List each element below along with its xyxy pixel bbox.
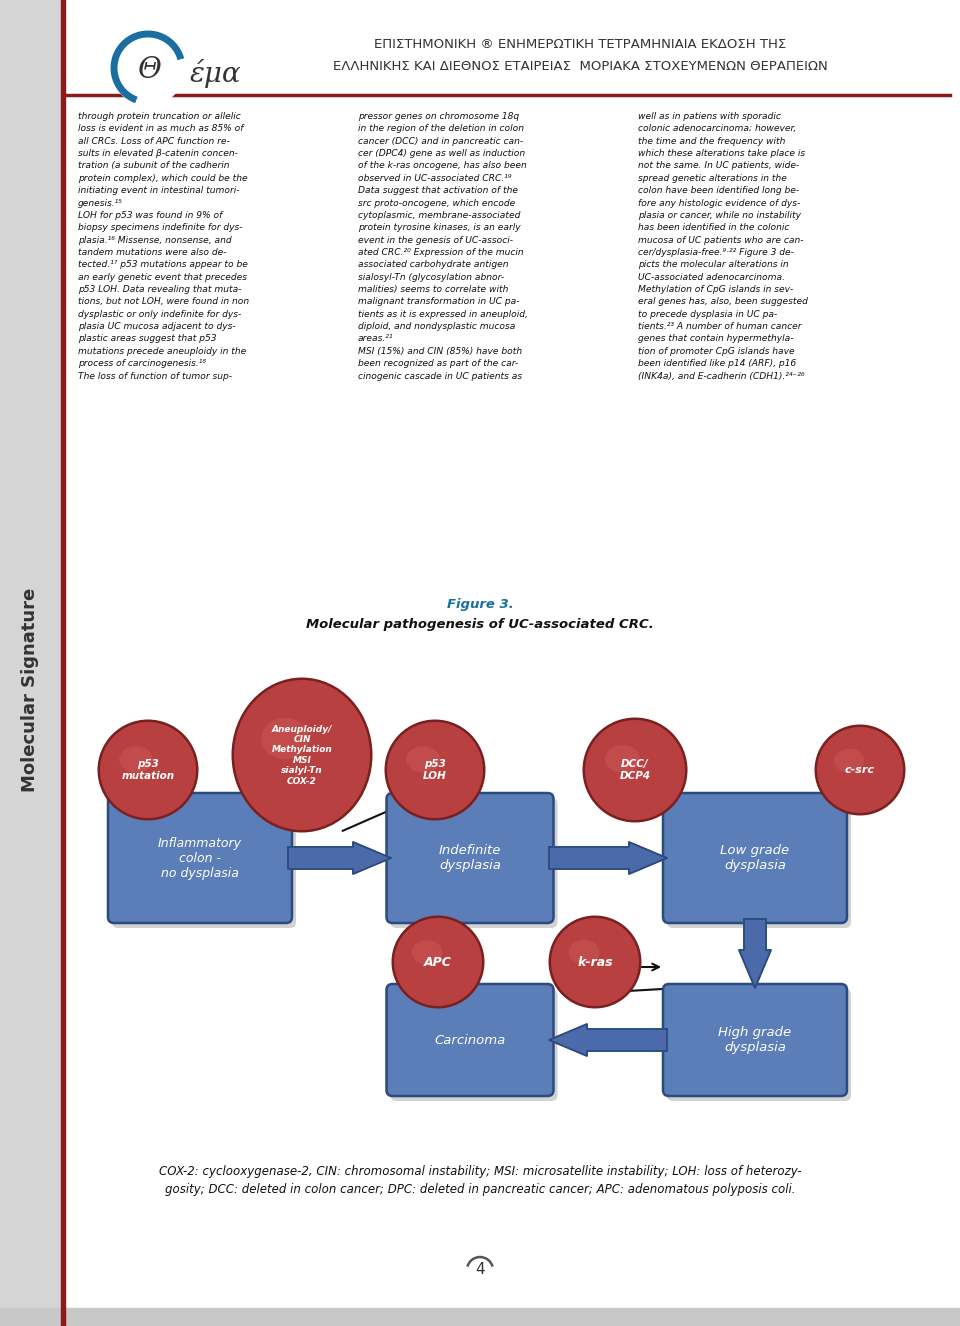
- Ellipse shape: [412, 940, 443, 964]
- Ellipse shape: [551, 918, 639, 1006]
- Ellipse shape: [817, 727, 903, 813]
- Text: APC: APC: [424, 956, 452, 968]
- Text: pressor genes on chromosome 18q
in the region of the deletion in colon
cancer (D: pressor genes on chromosome 18q in the r…: [358, 111, 528, 381]
- Ellipse shape: [100, 721, 196, 818]
- Ellipse shape: [548, 915, 641, 1009]
- Polygon shape: [549, 842, 667, 874]
- Text: well as in patiens with sporadic
colonic adenocarcinoma; however,
the time and t: well as in patiens with sporadic colonic…: [638, 111, 808, 381]
- Text: High grade
dysplasia: High grade dysplasia: [718, 1026, 792, 1054]
- Ellipse shape: [834, 749, 864, 772]
- Ellipse shape: [406, 747, 440, 773]
- Text: COX-2: cyclooxygenase-2, CIN: chromosomal instability; MSI: microsatellite insta: COX-2: cyclooxygenase-2, CIN: chromosoma…: [158, 1166, 802, 1196]
- Text: c-src: c-src: [845, 765, 875, 774]
- FancyBboxPatch shape: [667, 798, 851, 928]
- Text: έμα: έμα: [190, 58, 242, 88]
- Text: Θ: Θ: [138, 56, 162, 84]
- Text: ΕΛΛΗΝΙΚΗΣ ΚΑΙ ΔΙΕΘΝΟΣ ΕΤΑΙΡΕΙΑΣ  ΜΟΡΙΑΚΑ ΣΤΟΧΕΥΜΕΝΩΝ ΘΕΡΑΠΕΙΩΝ: ΕΛΛΗΝΙΚΗΣ ΚΑΙ ΔΙΕΘΝΟΣ ΕΤΑΙΡΕΙΑΣ ΜΟΡΙΑΚΑ …: [332, 61, 828, 73]
- FancyBboxPatch shape: [112, 798, 296, 928]
- Ellipse shape: [98, 720, 199, 821]
- Bar: [0, 1307, 960, 1326]
- FancyBboxPatch shape: [387, 793, 554, 923]
- Ellipse shape: [261, 717, 309, 758]
- Ellipse shape: [394, 918, 482, 1006]
- Ellipse shape: [568, 940, 599, 964]
- Polygon shape: [288, 842, 391, 874]
- Ellipse shape: [583, 717, 687, 822]
- Text: p53
LOH: p53 LOH: [423, 760, 446, 781]
- Ellipse shape: [392, 915, 485, 1009]
- Bar: [61, 0, 65, 1326]
- Ellipse shape: [387, 721, 483, 818]
- Text: k-ras: k-ras: [577, 956, 612, 968]
- Text: DCC/
DCP4: DCC/ DCP4: [619, 760, 651, 781]
- FancyBboxPatch shape: [663, 984, 847, 1097]
- Text: Molecular pathogenesis of UC-associated CRC.: Molecular pathogenesis of UC-associated …: [306, 618, 654, 631]
- Text: p53
mutation: p53 mutation: [121, 760, 175, 781]
- Text: Figure 3.: Figure 3.: [446, 598, 514, 611]
- Polygon shape: [549, 1024, 667, 1055]
- FancyBboxPatch shape: [108, 793, 292, 923]
- Bar: [0, 0, 60, 1326]
- Ellipse shape: [814, 724, 905, 815]
- Text: Carcinoma: Carcinoma: [434, 1033, 506, 1046]
- Text: Inflammatory
colon -
no dysplasia: Inflammatory colon - no dysplasia: [158, 837, 242, 879]
- Text: 4: 4: [475, 1262, 485, 1277]
- Ellipse shape: [385, 720, 486, 821]
- Text: Indefinite
dysplasia: Indefinite dysplasia: [439, 845, 501, 873]
- Text: ΕΠΙΣΤΗΜΟΝΙΚΗ ® ΕΝΗΜΕΡΩΤΙΚΗ ΤΕΤΡΑΜΗΝΙΑΙΑ ΕΚΔΟΣΗ ΤΗΣ: ΕΠΙΣΤΗΜΟΝΙΚΗ ® ΕΝΗΜΕΡΩΤΙΚΗ ΤΕΤΡΑΜΗΝΙΑΙΑ …: [373, 38, 786, 52]
- Ellipse shape: [234, 680, 370, 830]
- FancyBboxPatch shape: [667, 989, 851, 1101]
- Ellipse shape: [231, 678, 372, 833]
- Ellipse shape: [585, 720, 685, 819]
- FancyBboxPatch shape: [387, 984, 554, 1097]
- Text: through protein truncation or allelic
loss is evident in as much as 85% of
all C: through protein truncation or allelic lo…: [78, 111, 250, 381]
- Text: Low grade
dysplasia: Low grade dysplasia: [720, 845, 789, 873]
- FancyBboxPatch shape: [391, 989, 558, 1101]
- Text: Molecular Signature: Molecular Signature: [21, 587, 39, 792]
- FancyBboxPatch shape: [391, 798, 558, 928]
- Ellipse shape: [605, 745, 640, 773]
- Ellipse shape: [119, 747, 153, 773]
- Text: Aneuploidy/
CIN
Methylation
MSI
sialyl-Tn
COX-2: Aneuploidy/ CIN Methylation MSI sialyl-T…: [272, 724, 332, 785]
- FancyBboxPatch shape: [663, 793, 847, 923]
- Polygon shape: [739, 919, 771, 988]
- Circle shape: [111, 30, 185, 105]
